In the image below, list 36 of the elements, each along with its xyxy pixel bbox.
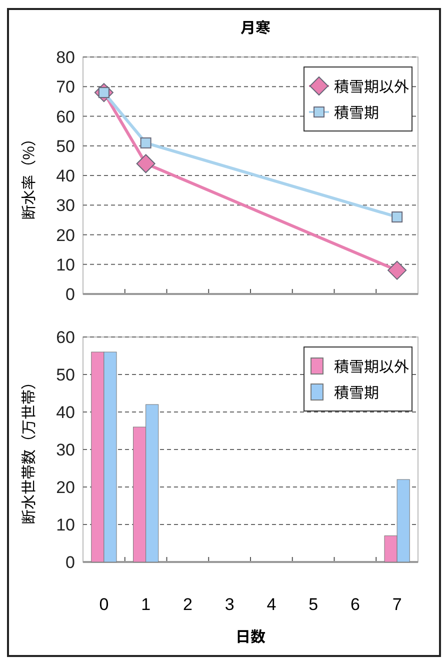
x-tick-label: 3 [224,595,234,614]
y-tick-label: 40 [56,403,75,422]
x-tick-label: 0 [99,595,109,614]
point [392,211,403,222]
y-tick-label: 60 [56,328,75,347]
y-tick-label: 70 [56,78,75,97]
x-tick-label: 7 [392,595,402,614]
x-tick-label: 5 [308,595,318,614]
x-tick-label: 4 [266,595,276,614]
x-tick-label: 2 [182,595,192,614]
y-tick-label: 10 [56,516,75,534]
y-tick-label: 80 [56,48,75,67]
legend-label: 積雪期 [334,382,380,403]
y-tick-label: 50 [56,366,75,384]
y-tick-label: 30 [56,440,75,460]
x-tick-label: 6 [350,595,360,614]
legend-label: 積雪期 [334,102,380,123]
y-tick-label: 20 [56,478,75,497]
x-axis-title: 日数 [235,626,266,647]
y-tick-label: 0 [66,285,75,304]
y-tick-label: 60 [56,107,75,126]
x-tick-label: 1 [141,595,151,614]
y-tick-label: 0 [66,553,75,572]
chart-title: 月寒 [240,17,271,38]
point [388,260,407,280]
point [140,137,152,148]
y-tick-label: 50 [56,136,75,156]
point [136,154,156,174]
legend-label: 積雪期以外 [334,356,410,377]
y-tick-label: 40 [56,166,75,186]
y-axis-title: 断水世帯数（万世帯） [18,374,39,525]
y-tick-label: 10 [56,255,75,274]
y-tick-label: 20 [56,226,75,245]
y-tick-label: 30 [56,196,75,216]
y-axis-title: 断水率（%） [18,131,39,220]
legend-label: 積雪期以外 [334,76,410,97]
